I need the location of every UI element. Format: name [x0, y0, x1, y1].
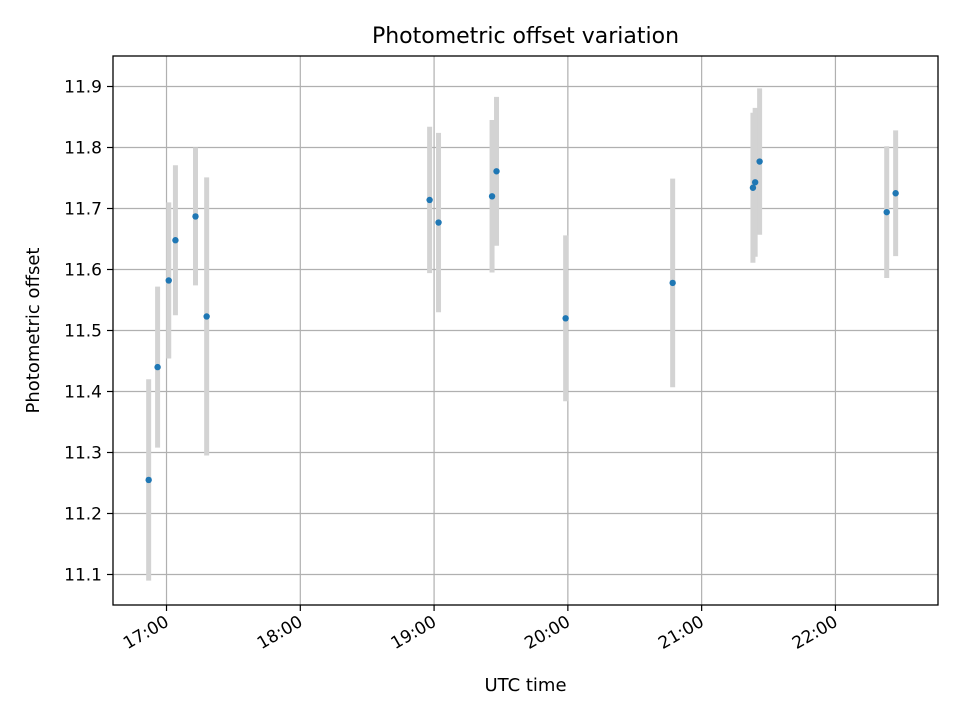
data-point [883, 208, 890, 216]
data-point [892, 190, 899, 197]
data-point [488, 193, 496, 200]
data-point [154, 363, 161, 371]
data-point [749, 184, 757, 191]
data-point [493, 168, 500, 175]
y-tick-label: 11.3 [64, 444, 102, 464]
grid [113, 56, 938, 605]
y-tick-label: 11.7 [64, 200, 102, 220]
data-point [669, 279, 676, 287]
data-point [203, 313, 210, 320]
y-tick-label: 11.9 [64, 78, 102, 98]
y-tick-label: 11.8 [64, 139, 102, 159]
x-tick-label: 18:00 [254, 612, 306, 654]
x-tick-label: 20:00 [521, 612, 573, 654]
data-point [145, 476, 152, 484]
y-tick-label: 11.4 [64, 383, 102, 403]
y-tick-label: 11.1 [64, 566, 102, 586]
data-point [562, 315, 569, 322]
x-axis-label: UTC time [484, 675, 566, 696]
data-point [172, 237, 179, 244]
data-point [192, 213, 199, 220]
chart-title: Photometric offset variation [372, 24, 679, 49]
data-layer [145, 88, 899, 581]
data-point [751, 179, 759, 186]
y-axis-label: Photometric offset [23, 248, 44, 414]
x-tick-label: 17:00 [120, 612, 172, 654]
data-point [426, 196, 433, 204]
x-tick-label: 21:00 [655, 612, 707, 654]
ticks: 17:00 18:00 19:00 20:00 21:00 22:00 11.1 11.2 11… [64, 78, 841, 654]
y-tick-label: 11.2 [64, 505, 102, 525]
data-point [756, 158, 763, 165]
x-tick-label: 19:00 [388, 612, 440, 654]
data-point [165, 277, 172, 284]
y-tick-label: 11.5 [64, 322, 102, 342]
x-tick-label: 22:00 [789, 612, 841, 654]
y-tick-label: 11.6 [64, 261, 102, 281]
data-point [435, 219, 442, 226]
